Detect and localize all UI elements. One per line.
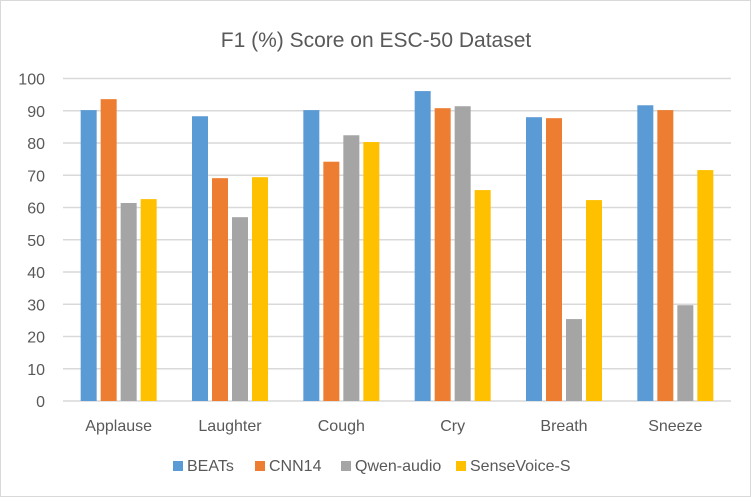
legend-label: CNN14 xyxy=(269,458,322,475)
legend-swatch xyxy=(341,461,351,471)
x-tick-label: Cough xyxy=(318,418,365,435)
y-tick-label: 100 xyxy=(18,72,45,89)
y-tick-label: 10 xyxy=(27,362,45,379)
legend-swatch xyxy=(255,461,265,471)
legend-label: Qwen-audio xyxy=(355,458,441,475)
bar-cnn14-breath xyxy=(546,118,562,401)
x-tick-label: Sneeze xyxy=(648,418,702,435)
bar-sensevoice-s-laughter xyxy=(252,177,268,401)
bar-qwen-audio-applause xyxy=(120,202,137,401)
bar-beats-applause xyxy=(80,110,97,401)
bar-cnn14-laughter xyxy=(212,178,228,401)
bar-beats-cough xyxy=(303,110,320,401)
y-tick-label: 60 xyxy=(27,201,45,218)
bar-cnn14-applause xyxy=(100,99,117,401)
bar-sensevoice-s-cry xyxy=(474,190,491,401)
x-tick-label: Applause xyxy=(85,418,152,435)
bar-qwen-audio-cough xyxy=(343,135,360,401)
x-tick-label: Laughter xyxy=(198,418,262,435)
legend-swatch xyxy=(173,461,183,471)
bar-beats-cry xyxy=(414,91,431,401)
bar-qwen-audio-breath xyxy=(566,319,582,401)
x-tick-label: Breath xyxy=(540,418,587,435)
bar-sensevoice-s-breath xyxy=(586,200,602,401)
bar-beats-breath xyxy=(526,117,542,401)
y-tick-label: 0 xyxy=(36,394,45,411)
y-tick-label: 80 xyxy=(27,136,45,153)
bar-qwen-audio-sneeze xyxy=(677,305,694,401)
y-tick-label: 90 xyxy=(27,104,45,121)
legend-swatch xyxy=(456,461,466,471)
bar-beats-sneeze xyxy=(637,105,654,401)
bar-sensevoice-s-sneeze xyxy=(697,170,714,401)
x-tick-label: Cry xyxy=(440,418,465,435)
bar-qwen-audio-cry xyxy=(454,106,471,402)
bar-qwen-audio-laughter xyxy=(232,217,248,401)
legend-label: SenseVoice-S xyxy=(470,458,571,475)
bar-cnn14-sneeze xyxy=(657,110,674,401)
bar-cnn14-cry xyxy=(434,108,451,402)
y-tick-label: 70 xyxy=(27,168,45,185)
y-tick-label: 50 xyxy=(27,233,45,250)
y-tick-label: 20 xyxy=(27,330,45,347)
y-tick-label: 40 xyxy=(27,265,45,282)
bar-sensevoice-s-applause xyxy=(140,199,157,401)
bar-cnn14-cough xyxy=(323,161,340,401)
legend-label: BEATs xyxy=(187,458,234,475)
bar-beats-laughter xyxy=(192,116,208,402)
y-tick-label: 30 xyxy=(27,297,45,314)
bar-sensevoice-s-cough xyxy=(363,142,380,401)
chart-title: F1 (%) Score on ESC-50 Dataset xyxy=(221,29,532,52)
